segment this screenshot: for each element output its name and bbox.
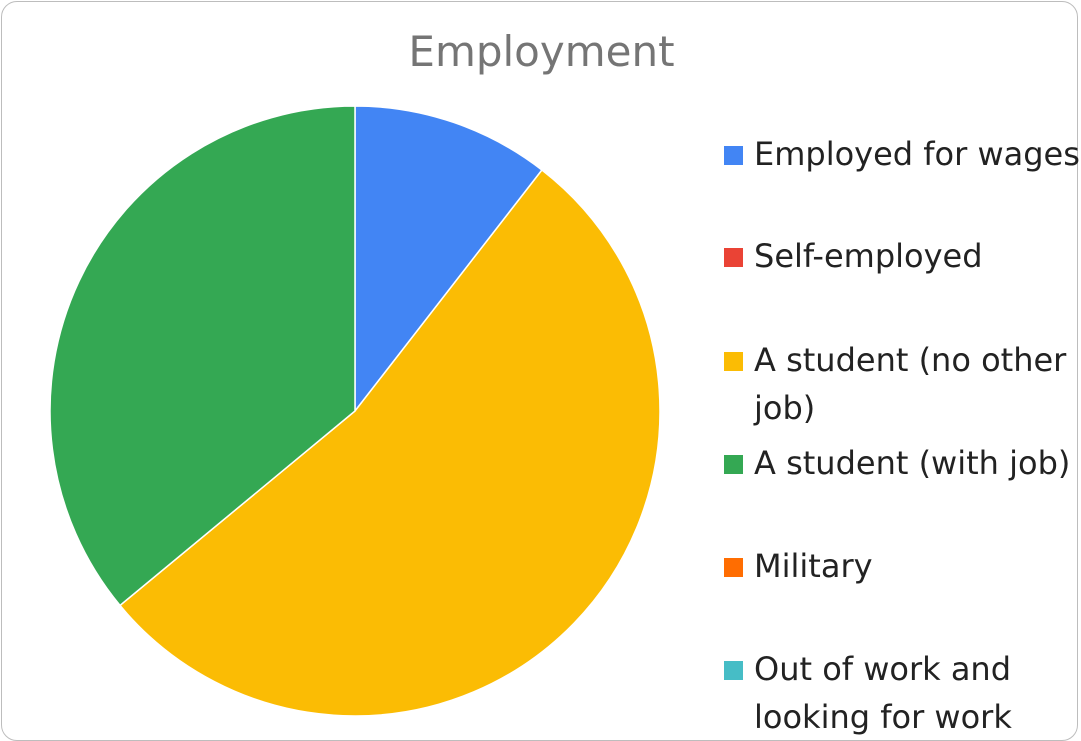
legend-swatch-1 [724, 248, 743, 267]
legend-swatch-5 [724, 661, 743, 680]
pie-slice-3 [49, 105, 356, 607]
legend-label-2: A student (no other job) [754, 341, 1067, 427]
legend-swatch-3 [724, 455, 743, 474]
legend-swatch-2 [724, 352, 743, 371]
pie-slice-0 [354, 105, 543, 414]
legend-swatch-0 [724, 146, 743, 165]
legend-label-1: Self-employed [754, 237, 983, 275]
legend-swatch-4 [724, 558, 743, 577]
legend-label-0: Employed for wages [754, 135, 1080, 173]
pie-slice-2 [118, 168, 661, 717]
chart-title: Employment [408, 27, 675, 76]
legend-label-4: Military [754, 547, 873, 585]
legend-label-3: A student (with job) [754, 444, 1071, 482]
legend-label-5: Out of work and looking for work [754, 650, 1012, 736]
